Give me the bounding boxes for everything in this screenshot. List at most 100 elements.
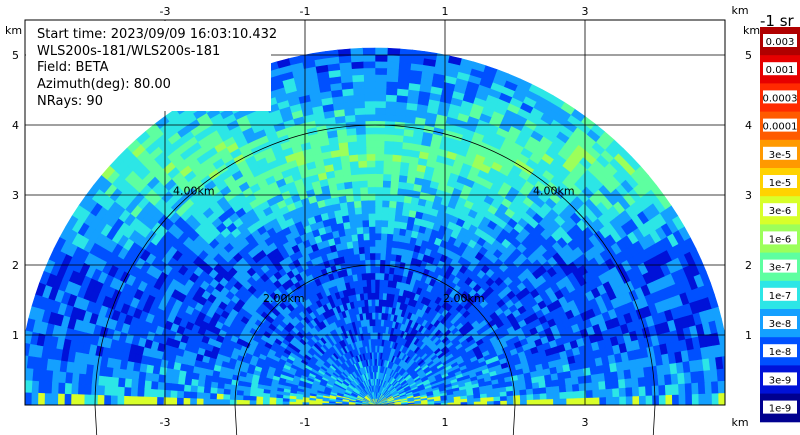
heatmap-cell (348, 154, 359, 163)
heatmap-cell (347, 140, 358, 149)
heatmap-cell (341, 167, 352, 177)
heatmap-cell (157, 381, 165, 391)
heatmap-cell (357, 153, 367, 162)
colorbar-label: 3e-5 (769, 150, 792, 161)
heatmap-cell (189, 398, 197, 405)
heatmap-cell (385, 94, 398, 102)
heatmap-cell (358, 166, 368, 175)
heatmap-cell (363, 239, 370, 248)
range-ring-extension (234, 404, 516, 435)
heatmap-cell (197, 379, 206, 388)
heatmap-cell (363, 80, 376, 89)
heatmap-cell (631, 377, 640, 388)
heatmap-cell (91, 374, 100, 386)
heatmap-cell (553, 398, 561, 405)
heatmap-cell (374, 305, 379, 313)
heatmap-cell (658, 384, 667, 396)
heatmap-cell (374, 133, 385, 142)
heatmap-cell (362, 60, 376, 69)
heatmap-cell (374, 166, 384, 175)
heatmap-cell (350, 61, 364, 70)
heatmap-cell (374, 285, 380, 294)
heatmap-cell (645, 394, 654, 405)
heatmap-cell (353, 107, 366, 116)
heatmap-cell (525, 388, 534, 395)
heatmap-cell (390, 167, 401, 176)
heatmap-cell (349, 167, 360, 176)
heatmap-cell (361, 219, 370, 228)
heatmap-cell (371, 312, 376, 320)
heatmap-cell (169, 390, 178, 399)
x-tick-label-bottom: 3 (582, 416, 589, 429)
heatmap-cell (616, 369, 626, 380)
heatmap-cell (389, 187, 399, 195)
heatmap-cell (116, 395, 125, 405)
colorbar: 0.0030.0010.00030.00013e-51e-53e-61e-63e… (760, 12, 800, 423)
heatmap-cell (196, 398, 204, 405)
heatmap-cell (96, 394, 105, 405)
heatmap-cell (385, 87, 398, 96)
heatmap-cell (83, 394, 92, 405)
heatmap-cell (268, 397, 277, 402)
y-tick-label-left: 1 (12, 329, 19, 342)
heatmap-cell (222, 394, 231, 401)
heatmap-cell (638, 395, 647, 405)
heatmap-cell (324, 49, 339, 59)
heatmap-cell (394, 114, 406, 123)
heatmap-cell (598, 380, 607, 390)
heatmap-cell (374, 272, 380, 280)
heatmap-cell (379, 246, 387, 254)
heatmap-cell (367, 206, 376, 214)
heatmap-cell (202, 398, 211, 405)
heatmap-cell (717, 380, 725, 394)
heatmap-cell (156, 389, 165, 398)
heatmap-cell (506, 399, 515, 405)
heatmap-cell (57, 393, 65, 405)
heatmap-cell (124, 378, 133, 389)
heatmap-cell (25, 380, 26, 394)
heatmap-cell (370, 298, 376, 307)
heatmap-cell (176, 397, 184, 405)
heatmap-cell (721, 355, 725, 369)
heatmap-cell (282, 398, 290, 403)
heatmap-cell (37, 392, 45, 405)
heatmap-cell (137, 371, 147, 382)
colorbar-label: 1e-6 (769, 234, 792, 245)
heatmap-cell (366, 173, 376, 181)
heatmap-cell (365, 133, 376, 142)
heatmap-cell (379, 265, 386, 274)
heatmap-cell (339, 154, 350, 164)
heatmap-cell (104, 376, 113, 387)
heatmap-cell (352, 80, 365, 89)
heatmap-cell (355, 127, 366, 135)
heatmap-cell (591, 381, 600, 391)
heatmap-cell (359, 186, 368, 195)
heatmap-cell (215, 399, 224, 405)
heatmap-cell (612, 387, 620, 398)
heatmap-cell (124, 369, 134, 380)
heatmap-cell (362, 232, 370, 241)
heatmap-cell (387, 219, 395, 228)
heatmap-cell (386, 67, 399, 76)
heatmap-cell (480, 400, 488, 405)
heatmap-cell (559, 391, 567, 399)
heatmap-cell (202, 392, 211, 400)
heatmap-cell (390, 173, 400, 182)
heatmap-cell (411, 49, 426, 59)
heatmap-cell (196, 385, 205, 394)
heatmap-cell (650, 374, 659, 386)
heatmap-cell (352, 87, 365, 96)
heatmap-cell (388, 206, 397, 215)
heatmap-cell (25, 355, 29, 369)
heatmap-cell (356, 146, 367, 155)
heatmap-cell (343, 107, 356, 117)
heatmap-cell (90, 384, 99, 396)
x-tick-label-bottom: -1 (300, 416, 311, 429)
heatmap-cell (374, 345, 378, 353)
heatmap-cell (362, 226, 370, 234)
heatmap-cell (378, 279, 385, 287)
heatmap-cell (678, 382, 686, 395)
heatmap-cell (684, 382, 693, 395)
colorbar-label: 1e-5 (769, 178, 792, 189)
range-ring-label: 4.00km (173, 185, 215, 198)
